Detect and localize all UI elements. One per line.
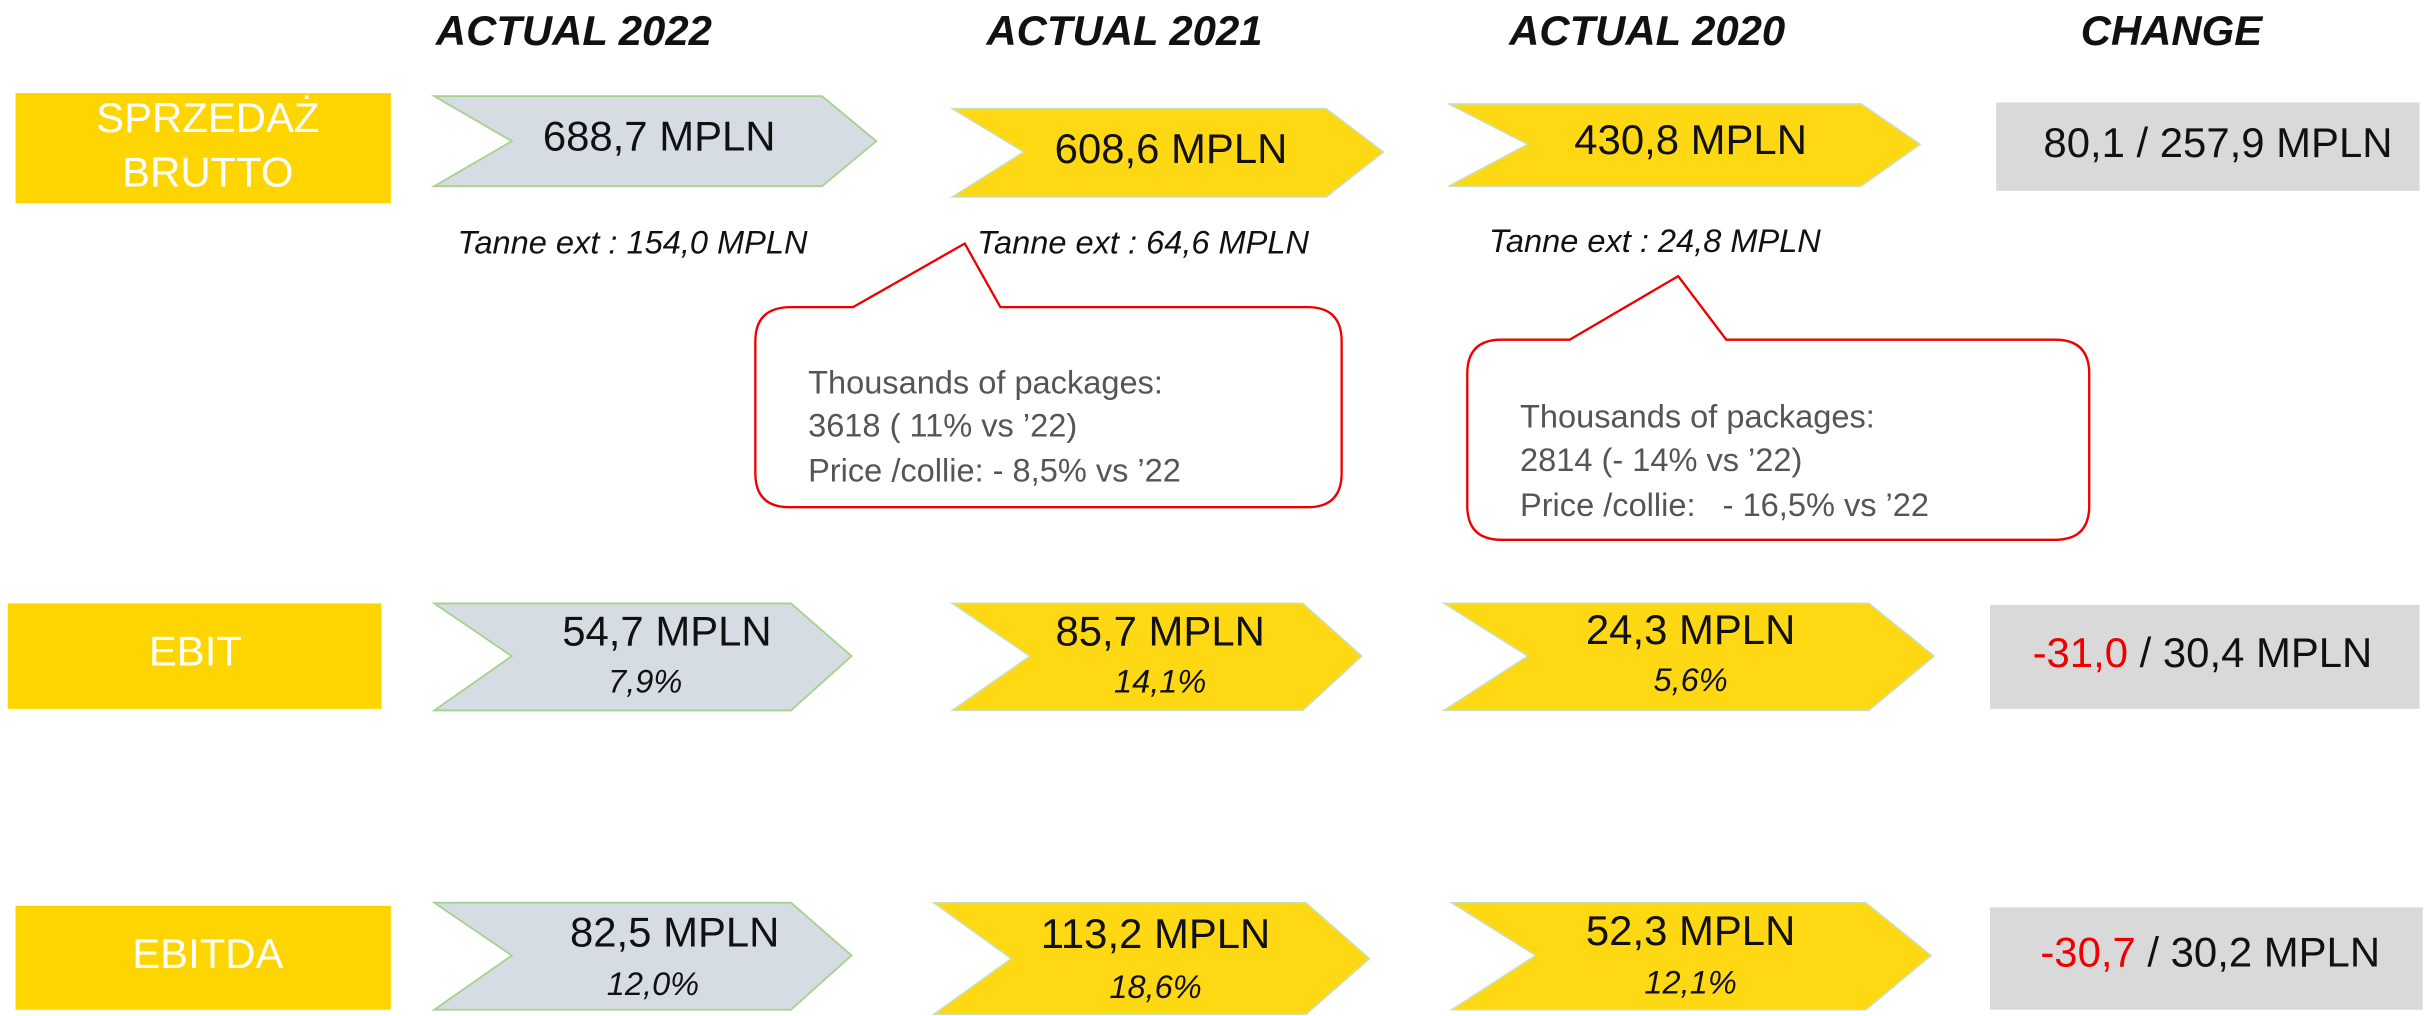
value: 608,6 MPLN (1055, 125, 1288, 172)
row-label: EBITDA (132, 930, 283, 977)
callout-text: Thousands of packages: (1520, 398, 1875, 434)
margin: 12,1% (1644, 965, 1736, 1001)
arrow (1449, 901, 1933, 1011)
header: ACTUAL 2020 (1508, 7, 1785, 54)
row-label: SPRZEDAŻ (96, 94, 319, 141)
margin: 14,1% (1114, 664, 1206, 700)
callout-text: 3618 ( 11% vs ’22) (808, 408, 1077, 444)
value: 82,5 MPLN (570, 908, 779, 955)
value: 85,7 MPLN (1055, 607, 1264, 654)
row-label: BRUTTO (122, 148, 293, 195)
margin: 7,9% (608, 664, 682, 700)
margin: 12,0% (607, 966, 699, 1002)
change-negative: -30,7 (2040, 929, 2135, 976)
callout-text: Price /collie: - 8,5% vs ’22 (808, 453, 1181, 489)
arrow (431, 602, 853, 712)
header: ACTUAL 2022 (435, 7, 712, 54)
callout (1466, 274, 2091, 541)
change-box (1996, 102, 2420, 191)
change-box (1989, 907, 2423, 1010)
callout-text: 2814 (- 14% vs ’22) (1520, 442, 1802, 478)
arrow (949, 602, 1363, 712)
row-label-box (15, 93, 391, 204)
header: ACTUAL 2021 (985, 7, 1262, 54)
row-label-box (15, 905, 391, 1010)
row-label: EBIT (149, 628, 242, 675)
value: 54,7 MPLN (562, 607, 771, 654)
value: 430,8 MPLN (1574, 116, 1807, 163)
callout-text: Price /collie: - 16,5% vs ’22 (1520, 487, 1929, 523)
arrow (949, 107, 1385, 198)
header: CHANGE (2081, 7, 2263, 54)
callout (754, 241, 1343, 509)
change: 80,1 / 257,9 MPLN (2043, 119, 2392, 166)
note: Tanne ext : 64,6 MPLN (977, 225, 1309, 261)
arrow (931, 901, 1371, 1016)
change: -31,0 / 30,4 MPLN (2033, 629, 2373, 676)
value: 688,7 MPLN (543, 113, 776, 160)
change-negative: -31,0 (2033, 629, 2128, 676)
margin: 5,6% (1653, 662, 1727, 698)
change-box (1989, 604, 2420, 709)
arrow (1448, 103, 1922, 187)
change: -30,7 / 30,2 MPLN (2040, 929, 2380, 976)
note: Tanne ext : 24,8 MPLN (1489, 223, 1821, 259)
arrow (430, 95, 878, 188)
arrow (431, 901, 853, 1011)
value: 52,3 MPLN (1586, 907, 1795, 954)
change-rest: / 30,2 MPLN (2136, 929, 2380, 976)
note: Tanne ext : 154,0 MPLN (458, 225, 808, 261)
value: 24,3 MPLN (1586, 606, 1795, 653)
row-label-box (7, 603, 382, 709)
arrow (1441, 602, 1936, 712)
change-rest: / 30,4 MPLN (2128, 629, 2372, 676)
margin: 18,6% (1109, 969, 1201, 1005)
callout-text: Thousands of packages: (808, 364, 1163, 400)
value: 113,2 MPLN (1041, 910, 1271, 957)
